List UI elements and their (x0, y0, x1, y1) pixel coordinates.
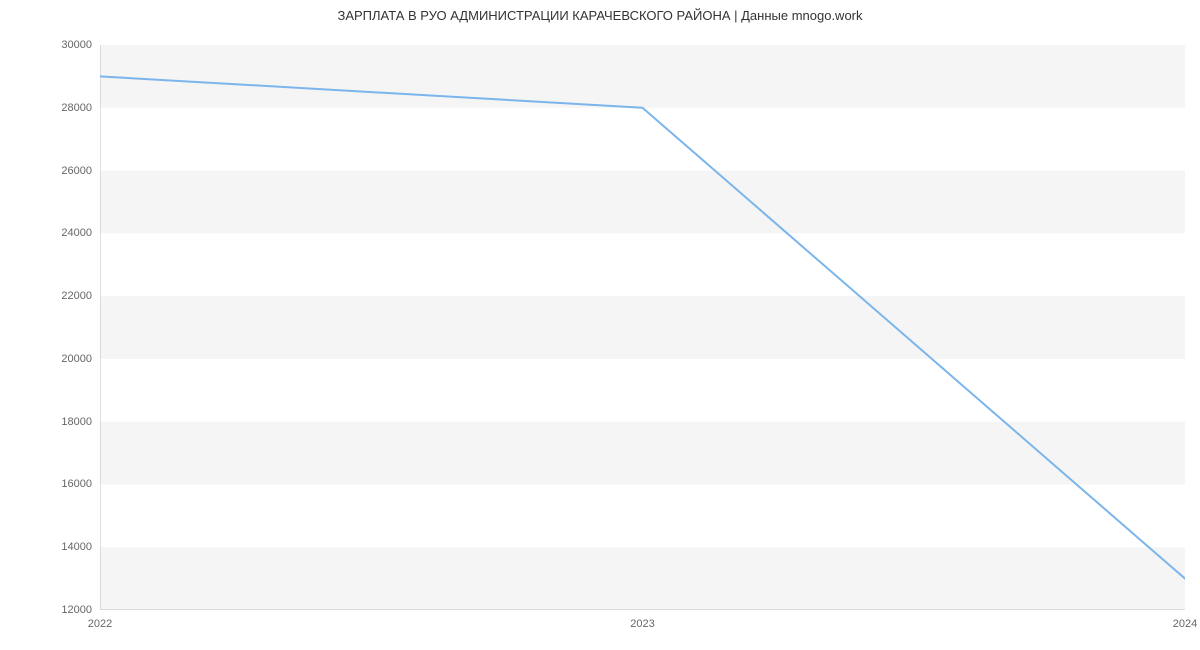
y-tick-label: 16000 (0, 478, 92, 490)
plot-area (100, 45, 1185, 610)
x-tick-label: 2022 (88, 618, 112, 630)
y-tick-label: 22000 (0, 290, 92, 302)
chart-container: ЗАРПЛАТА В РУО АДМИНИСТРАЦИИ КАРАЧЕВСКОГ… (0, 0, 1200, 650)
chart-title: ЗАРПЛАТА В РУО АДМИНИСТРАЦИИ КАРАЧЕВСКОГ… (0, 8, 1200, 23)
y-tick-label: 24000 (0, 227, 92, 239)
y-tick-label: 30000 (0, 39, 92, 51)
y-tick-label: 14000 (0, 541, 92, 553)
y-tick-label: 28000 (0, 102, 92, 114)
y-tick-label: 20000 (0, 353, 92, 365)
y-tick-label: 26000 (0, 165, 92, 177)
y-tick-label: 12000 (0, 604, 92, 616)
x-tick-label: 2023 (630, 618, 654, 630)
y-tick-label: 18000 (0, 416, 92, 428)
x-tick-label: 2024 (1173, 618, 1197, 630)
